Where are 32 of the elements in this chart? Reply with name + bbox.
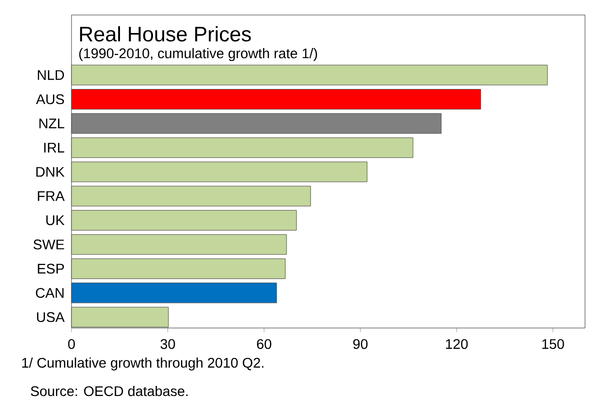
bar [71, 137, 414, 158]
y-tick-label: NLD [38, 70, 64, 80]
text: 1/ Cumulative growth through 2010 Q2. [22, 357, 264, 370]
y-tick-label: CAN [36, 288, 64, 298]
x-tick-label: 0 [68, 339, 75, 349]
y-tick-label: NZL [39, 118, 64, 128]
chart-title: Real House Prices [80, 26, 251, 42]
bar [71, 306, 169, 328]
y-tick-label: IRL [44, 142, 64, 152]
bar [71, 88, 481, 110]
bar [71, 282, 277, 304]
bar [71, 113, 442, 134]
y-tick-label: SWE [34, 240, 64, 250]
y-tick-label: FRA [38, 191, 65, 201]
bar [71, 210, 297, 231]
y-tick-label: DNK [36, 167, 65, 177]
y-tick-label: ESP [38, 264, 64, 274]
x-tick-label: 90 [353, 339, 368, 349]
bar [71, 162, 368, 182]
y-tick-label: USA [37, 312, 65, 322]
y-tick-label: UK [46, 215, 65, 226]
y-tick-label: AUS [36, 94, 64, 104]
x-tick-label: 120 [446, 339, 468, 349]
source-note: Source: OECD database. [30, 386, 188, 396]
x-tick-label: 60 [257, 339, 272, 349]
x-tick-label: 150 [542, 339, 564, 349]
bar [71, 258, 286, 279]
chart-subtitle: (1990-2010, cumulative growth rate 1/) [79, 48, 318, 62]
bar [71, 186, 311, 206]
x-tick-label: 30 [160, 339, 176, 349]
bar [71, 234, 287, 255]
bar [71, 64, 548, 86]
